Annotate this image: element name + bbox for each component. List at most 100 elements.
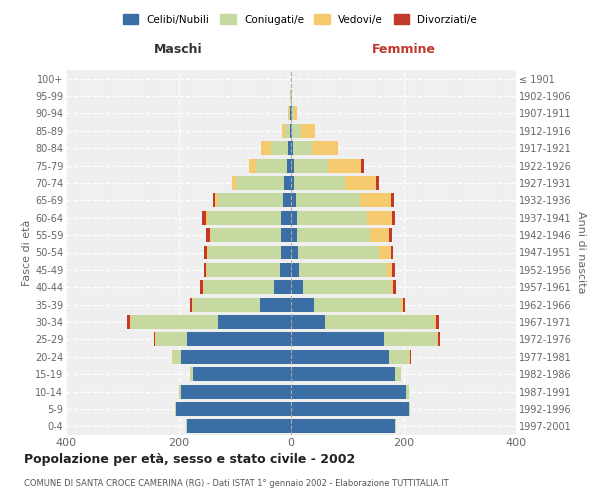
Bar <box>439 332 440 346</box>
Bar <box>284 176 291 190</box>
Y-axis label: Anni di nascita: Anni di nascita <box>575 211 586 294</box>
Bar <box>130 315 131 329</box>
Bar <box>294 158 328 172</box>
Bar <box>206 246 208 260</box>
Bar <box>386 263 392 277</box>
Bar <box>384 332 437 346</box>
Bar <box>282 124 286 138</box>
Bar <box>361 158 364 172</box>
Bar <box>291 246 298 260</box>
Bar <box>313 142 338 155</box>
Bar <box>200 280 203 294</box>
Bar <box>211 228 281 242</box>
Bar <box>304 280 391 294</box>
Bar <box>406 384 409 398</box>
Bar <box>208 246 281 260</box>
Bar <box>293 142 313 155</box>
Bar <box>291 124 292 138</box>
Bar <box>261 142 271 155</box>
Bar <box>291 298 314 312</box>
Bar <box>173 350 181 364</box>
Legend: Celibi/Nubili, Coniugati/e, Vedovi/e, Divorziati/e: Celibi/Nubili, Coniugati/e, Vedovi/e, Di… <box>119 10 481 29</box>
Bar <box>394 280 396 294</box>
Bar <box>294 106 296 120</box>
Text: Femmine: Femmine <box>371 43 436 56</box>
Bar <box>204 280 274 294</box>
Bar <box>260 298 291 312</box>
Bar <box>389 350 409 364</box>
Bar <box>206 211 208 224</box>
Bar <box>296 211 367 224</box>
Bar <box>256 158 287 172</box>
Bar <box>298 246 379 260</box>
Bar <box>291 315 325 329</box>
Text: Maschi: Maschi <box>154 43 203 56</box>
Bar <box>208 211 281 224</box>
Bar <box>218 315 291 329</box>
Bar <box>281 246 291 260</box>
Bar <box>202 211 206 224</box>
Bar <box>391 280 394 294</box>
Bar <box>176 402 291 416</box>
Bar <box>205 246 206 260</box>
Bar <box>205 228 210 242</box>
Bar <box>291 194 296 207</box>
Y-axis label: Fasce di età: Fasce di età <box>22 220 32 286</box>
Bar <box>287 106 289 120</box>
Bar <box>181 384 291 398</box>
Bar <box>360 194 391 207</box>
Bar <box>301 124 314 138</box>
Bar <box>296 228 370 242</box>
Bar <box>434 315 436 329</box>
Bar <box>436 315 439 329</box>
Bar <box>370 228 389 242</box>
Bar <box>291 158 294 172</box>
Bar <box>291 367 395 381</box>
Bar <box>187 420 291 434</box>
Text: COMUNE DI SANTA CROCE CAMERINA (RG) - Dati ISTAT 1° gennaio 2002 - Elaborazione : COMUNE DI SANTA CROCE CAMERINA (RG) - Da… <box>24 479 449 488</box>
Bar <box>409 402 410 416</box>
Bar <box>291 176 295 190</box>
Bar <box>288 142 291 155</box>
Bar <box>290 124 291 138</box>
Bar <box>291 402 409 416</box>
Bar <box>287 158 291 172</box>
Bar <box>367 211 392 224</box>
Bar <box>401 298 403 312</box>
Text: Popolazione per età, sesso e stato civile - 2002: Popolazione per età, sesso e stato civil… <box>24 452 355 466</box>
Bar <box>193 298 260 312</box>
Bar <box>389 228 392 242</box>
Bar <box>391 246 394 260</box>
Bar <box>403 298 405 312</box>
Bar <box>190 367 193 381</box>
Bar <box>291 350 389 364</box>
Bar <box>218 194 283 207</box>
Bar <box>325 315 434 329</box>
Bar <box>291 384 406 398</box>
Bar <box>156 332 187 346</box>
Bar <box>291 211 296 224</box>
Bar <box>291 142 293 155</box>
Bar <box>281 211 291 224</box>
Bar <box>274 280 291 294</box>
Bar <box>314 298 401 312</box>
Bar <box>187 332 291 346</box>
Bar <box>181 350 291 364</box>
Bar <box>376 176 379 190</box>
Bar <box>437 332 439 346</box>
Bar <box>391 194 394 207</box>
Bar <box>214 194 215 207</box>
Bar <box>190 298 192 312</box>
Bar <box>328 158 361 172</box>
Bar <box>299 263 386 277</box>
Bar <box>291 280 304 294</box>
Bar <box>392 211 395 224</box>
Bar <box>291 420 395 434</box>
Bar <box>193 367 291 381</box>
Bar <box>215 194 218 207</box>
Bar <box>379 246 391 260</box>
Bar <box>175 402 176 416</box>
Bar <box>291 263 299 277</box>
Bar <box>131 315 218 329</box>
Bar <box>409 350 410 364</box>
